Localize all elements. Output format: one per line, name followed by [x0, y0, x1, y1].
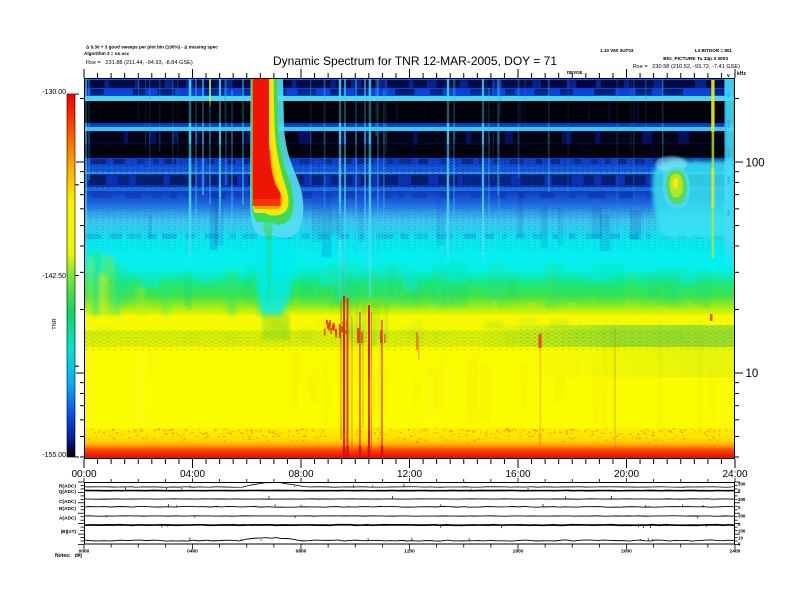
svg-text:300: 300 — [738, 514, 746, 519]
svg-text:1600: 1600 — [513, 549, 524, 555]
svg-text:|B|(nT): |B|(nT) — [61, 529, 77, 535]
svg-text:kHz: kHz — [737, 71, 746, 77]
svg-text:100: 100 — [738, 529, 746, 534]
svg-text:0: 0 — [738, 522, 741, 527]
svg-text:1.10 V60 3UT03: 1.10 V60 3UT03 — [600, 48, 634, 53]
svg-text:300: 300 — [738, 482, 746, 487]
svg-text:Notes: d#j: Notes: d#j — [55, 553, 83, 559]
svg-text:v: v — [727, 73, 730, 79]
svg-text:0000: 0000 — [79, 549, 90, 555]
svg-text:Dynamic Spectrum for TNR 12-MA: Dynamic Spectrum for TNR 12-MAR-2005, DO… — [273, 54, 557, 68]
svg-text:BIG_PICTURE Tu 33p 3 3003: BIG_PICTURE Tu 33p 3 3003 — [663, 56, 728, 62]
svg-text:1200: 1200 — [404, 549, 415, 555]
svg-text:R(ADC): R(ADC) — [59, 484, 76, 490]
svg-text:16:00: 16:00 — [505, 469, 530, 480]
svg-text:0400: 0400 — [187, 549, 198, 555]
svg-text:300: 300 — [738, 497, 746, 502]
svg-text:-155.00: -155.00 — [42, 452, 66, 459]
svg-text:24:00: 24:00 — [722, 469, 747, 480]
svg-text:Rse = 230.58 (210.52, -93.72: Rse = 230.58 (210.52, -93.72, -7.41 GSE) — [633, 64, 740, 70]
svg-text:00:00: 00:00 — [71, 469, 96, 480]
svg-text:-130.00: -130.00 — [42, 89, 66, 96]
svg-text:-142.50: -142.50 — [42, 273, 66, 280]
svg-text:10: 10 — [746, 368, 759, 380]
svg-text:0: 0 — [738, 505, 741, 510]
svg-text:TNR: TNR — [52, 318, 58, 329]
svg-text:0800: 0800 — [296, 549, 307, 555]
svg-text:A(ADC): A(ADC) — [59, 516, 76, 522]
svg-text:100: 100 — [746, 158, 765, 170]
svg-text:C(ADC): C(ADC) — [59, 499, 76, 505]
svg-text:L3 BITDON = 801: L3 BITDON = 801 — [695, 48, 733, 53]
svg-text:10: 10 — [738, 536, 743, 541]
svg-text:Algorithm 3 = no acc: Algorithm 3 = no acc — [84, 51, 130, 56]
svg-text:Q(ADC): Q(ADC) — [59, 489, 77, 495]
svg-text:R(ADC): R(ADC) — [59, 506, 76, 512]
svg-text:2400: 2400 — [730, 549, 741, 555]
svg-text:20:00: 20:00 — [614, 469, 639, 480]
svg-text:0: 0 — [738, 488, 741, 493]
svg-text:12:00: 12:00 — [397, 469, 422, 480]
svg-text:08:00: 08:00 — [288, 469, 313, 480]
svg-text:04:00: 04:00 — [180, 469, 205, 480]
svg-text:0: 0 — [738, 542, 741, 547]
svg-text:DEVOE: DEVOE — [567, 70, 582, 75]
svg-text:Δ 0.30 + 3 good sweeps per plo: Δ 0.30 + 3 good sweeps per plot bin (100… — [86, 45, 218, 50]
svg-text:2000: 2000 — [621, 549, 632, 555]
svg-text:Rse = 231.88 (211.44, -94.93: Rse = 231.88 (211.44, -94.93, -8.84 GSE) — [86, 60, 193, 66]
